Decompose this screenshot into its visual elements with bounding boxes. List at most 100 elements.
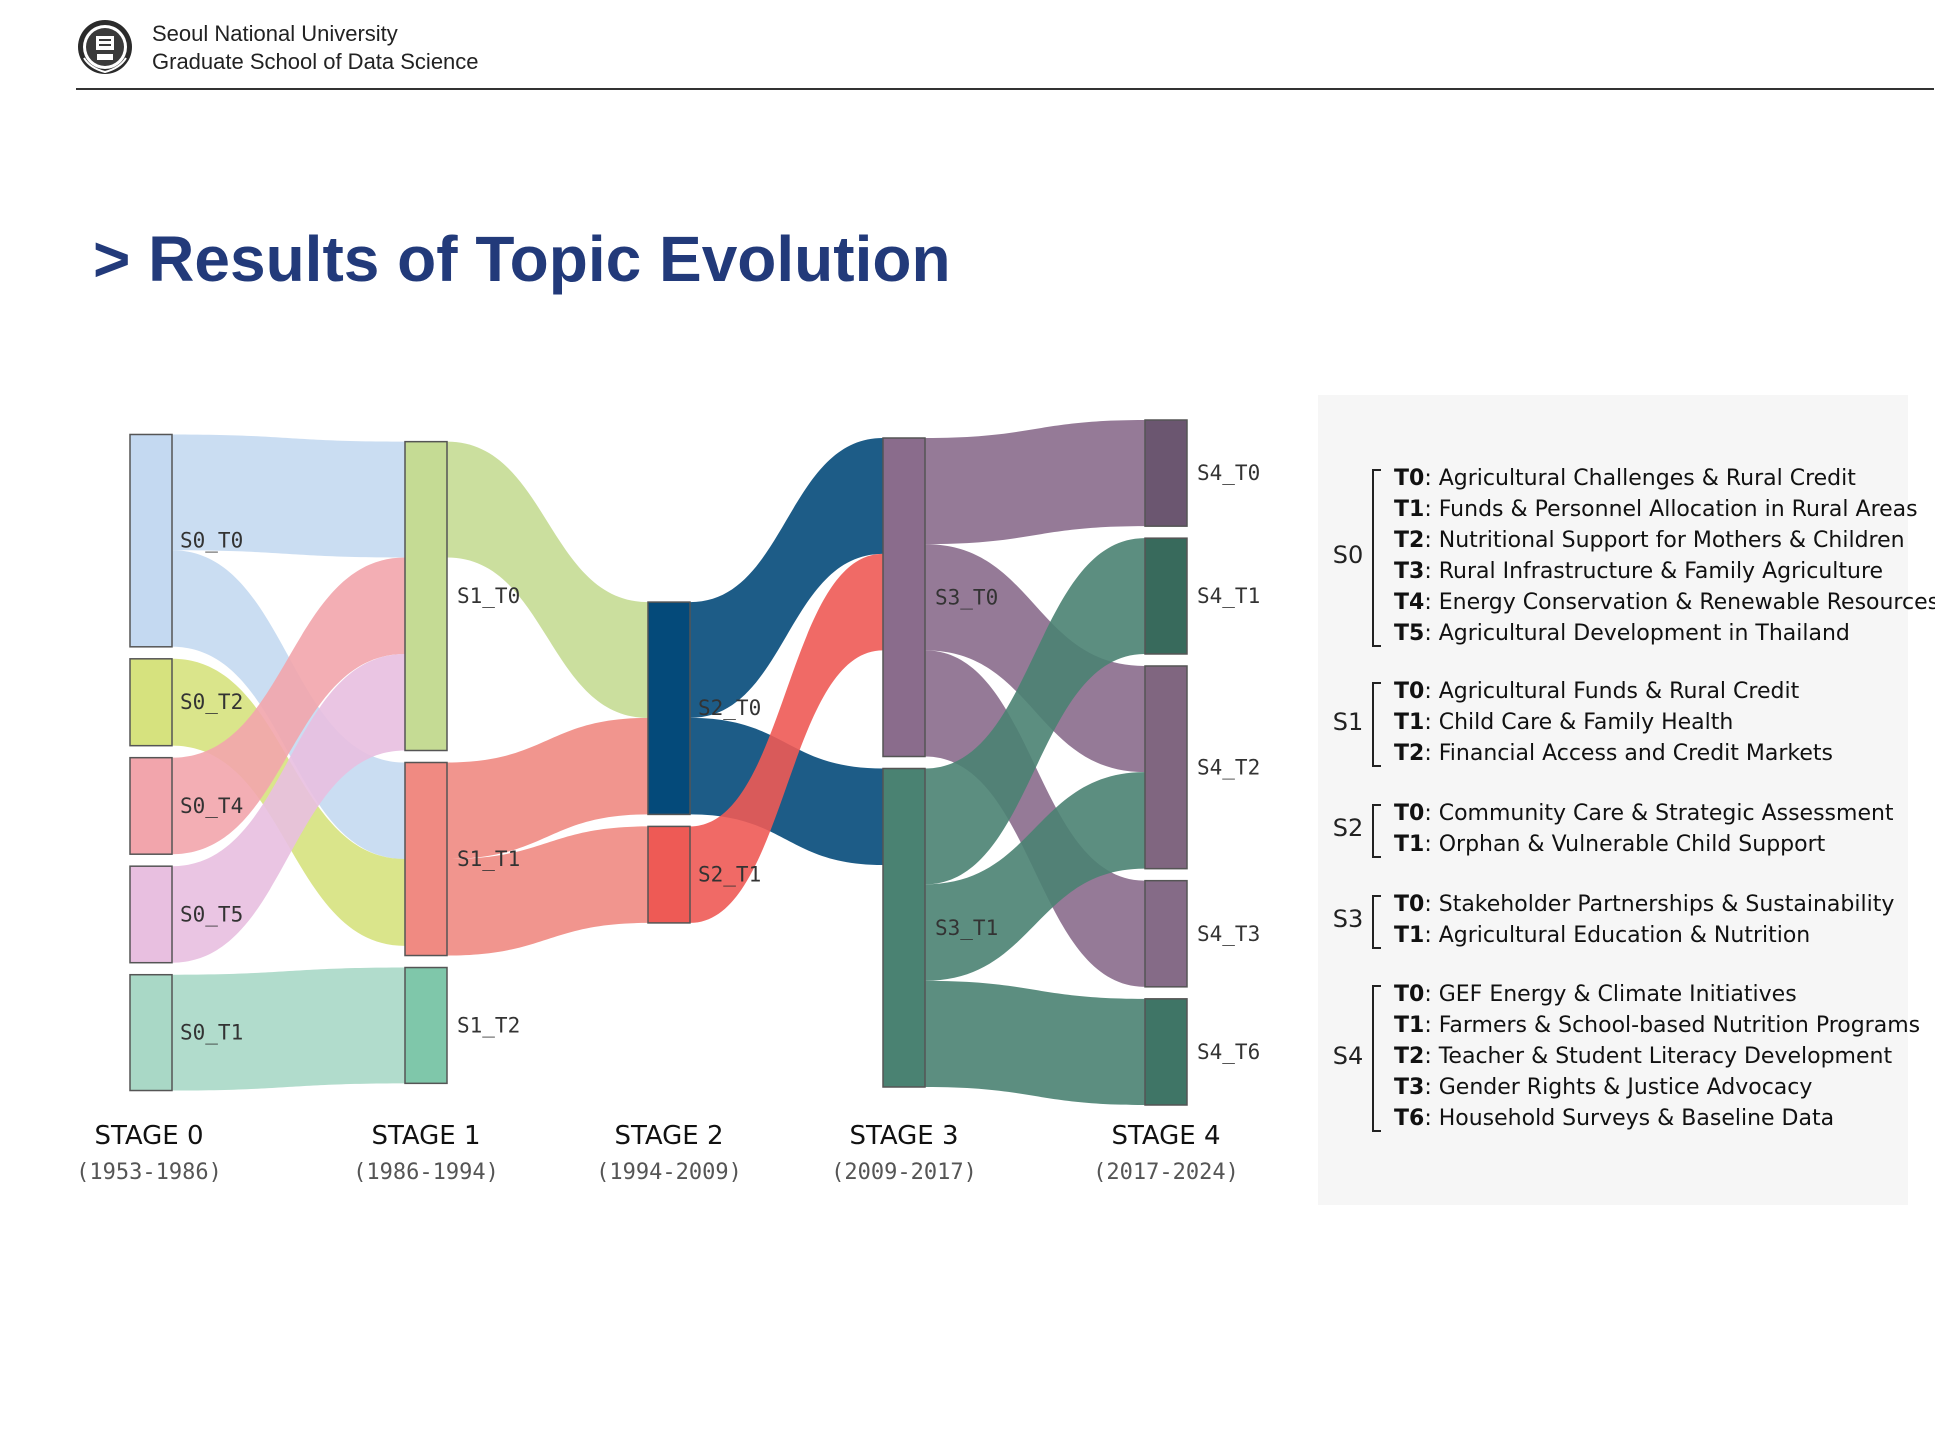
stage-period: (1953-1986): [76, 1160, 222, 1185]
legend-stage-label: S0: [1332, 541, 1364, 569]
legend-topic-text: : Nutritional Support for Mothers & Chil…: [1424, 528, 1905, 553]
topic-legend: S0 T0: Agricultural Challenges & Rural Cr…: [1318, 395, 1935, 1205]
node-S1_T0: [404, 440, 448, 752]
node-S0_T4: [129, 756, 173, 855]
legend-item: T1: Child Care & Family Health: [1394, 707, 1733, 738]
legend-item: T1: Funds & Personnel Allocation in Rura…: [1394, 494, 1918, 525]
legend-topic-code: T3: [1394, 559, 1425, 584]
legend-topic-code: T1: [1394, 497, 1425, 522]
header: Seoul National University Graduate Schoo…: [76, 16, 1935, 90]
node-label-S2_T1: S2_T1: [698, 863, 761, 887]
legend-topic-text: : Agricultural Education & Nutrition: [1424, 923, 1811, 948]
node-label-S0_T1: S0_T1: [180, 1021, 243, 1045]
node-S4_T6: [1144, 998, 1188, 1106]
legend-item: T0: Agricultural Challenges & Rural Cred…: [1394, 463, 1856, 494]
node-S0_T5: [129, 865, 173, 964]
legend-topic-code: T2: [1394, 741, 1425, 766]
stage-label: STAGE 3: [849, 1121, 958, 1151]
legend-topic-code: T4: [1394, 590, 1425, 615]
legend-item: T2: Teacher & Student Literacy Developme…: [1394, 1041, 1892, 1072]
legend-topic-text: : Teacher & Student Literacy Development: [1424, 1044, 1893, 1069]
node-label-S3_T0: S3_T0: [935, 585, 998, 609]
legend-group-s1: S1 T0: Agricultural Funds & Rural Credit T…: [1318, 676, 1908, 769]
sankey-nodes: [129, 419, 1188, 1106]
legend-topic-text: : Agricultural Funds & Rural Credit: [1424, 679, 1800, 704]
legend-topic-text: : Community Care & Strategic Assessment: [1424, 801, 1894, 826]
legend-topic-text: : Gender Rights & Justice Advocacy: [1424, 1075, 1813, 1100]
legend-item: T2: Financial Access and Credit Markets: [1394, 738, 1833, 769]
node-S4_T1: [1144, 537, 1188, 655]
legend-topic-text: : Financial Access and Credit Markets: [1424, 741, 1833, 766]
legend-topic-text: : Funds & Personnel Allocation in Rural …: [1424, 497, 1918, 522]
legend-topic-text: : GEF Energy & Climate Initiatives: [1424, 982, 1797, 1007]
legend-topic-code: T1: [1394, 832, 1425, 857]
node-S1_T2: [404, 966, 448, 1085]
node-S0_T0: [129, 433, 173, 648]
link-S2_T0-S3_T0: [690, 438, 883, 718]
legend-item: T0: GEF Energy & Climate Initiatives: [1394, 979, 1797, 1010]
legend-topic-text: : Rural Infrastructure & Family Agricult…: [1424, 559, 1884, 584]
node-S4_T2: [1144, 665, 1188, 870]
legend-item: T3: Rural Infrastructure & Family Agricu…: [1394, 556, 1883, 587]
legend-bracket: [1372, 804, 1381, 858]
legend-item: T1: Orphan & Vulnerable Child Support: [1394, 829, 1825, 860]
sankey-diagram: S0_T0 S0_T2 S0_T4 S0_T5 S0_T1 S1_T0 S1_T1 S1_T2…: [76, 419, 1260, 1185]
node-S2_T1: [647, 825, 691, 924]
link-S1_T1-S2_T1: [447, 826, 648, 956]
legend-topic-code: T5: [1394, 621, 1425, 646]
legend-topic-text: : Agricultural Challenges & Rural Credit: [1424, 466, 1856, 491]
link-S3_T0-S4_T0: [925, 420, 1145, 545]
legend-group-s2: S2 T0: Community Care & Strategic Assessm…: [1318, 798, 1908, 860]
node-S3_T1: [882, 767, 926, 1088]
stage-labels: STAGE 0 (1953-1986) STAGE 1 (1986-1994) STAG…: [76, 1121, 1239, 1185]
legend-topic-text: : Household Surveys & Baseline Data: [1424, 1106, 1835, 1131]
node-S2_T0: [647, 601, 691, 816]
node-label-S4_T2: S4_T2: [1197, 755, 1260, 779]
legend-topic-text: : Agricultural Development in Thailand: [1424, 621, 1850, 646]
link-S3_T1-S4_T1: [925, 538, 1145, 885]
node-label-S4_T6: S4_T6: [1197, 1040, 1260, 1064]
node-S0_T2: [129, 658, 173, 747]
link-S1_T0-S2_T0: [447, 441, 648, 718]
sankey-node-labels: S0_T0 S0_T2 S0_T4 S0_T5 S0_T1 S1_T0 S1_T1 S1_T2…: [180, 461, 1260, 1064]
node-label-S1_T2: S1_T2: [457, 1013, 520, 1037]
node-label-S4_T1: S4_T1: [1197, 584, 1260, 608]
legend-item: T4: Energy Conservation & Renewable Reso…: [1394, 587, 1935, 618]
organization-name: Seoul National University Graduate Schoo…: [152, 20, 479, 76]
legend-item: T1: Agricultural Education & Nutrition: [1394, 920, 1810, 951]
node-label-S0_T5: S0_T5: [180, 902, 243, 926]
legend-topic-code: T2: [1394, 1044, 1425, 1069]
legend-item: T1: Farmers & School-based Nutrition Pro…: [1394, 1010, 1920, 1041]
link-S0_T1-S1_T2: [172, 967, 405, 1091]
legend-item: T2: Nutritional Support for Mothers & Ch…: [1394, 525, 1905, 556]
legend-topic-text: : Stakeholder Partnerships & Sustainabil…: [1424, 892, 1895, 917]
node-label-S3_T1: S3_T1: [935, 916, 998, 940]
link-S0_T5-S1_T0: [172, 653, 405, 963]
legend-item: T0: Agricultural Funds & Rural Credit: [1394, 676, 1799, 707]
stage-label: STAGE 4: [1111, 1121, 1220, 1151]
legend-group-s3: S3 T0: Stakeholder Partnerships & Sustain…: [1318, 889, 1908, 951]
legend-bracket: [1372, 985, 1381, 1132]
stage-label: STAGE 2: [614, 1121, 723, 1151]
legend-item: T6: Household Surveys & Baseline Data: [1394, 1103, 1834, 1134]
legend-topic-code: T0: [1394, 892, 1425, 917]
legend-item: T0: Stakeholder Partnerships & Sustainab…: [1394, 889, 1894, 920]
stage-label: STAGE 1: [371, 1121, 480, 1151]
legend-topic-code: T0: [1394, 679, 1425, 704]
node-label-S0_T0: S0_T0: [180, 529, 243, 553]
legend-topic-code: T2: [1394, 528, 1425, 553]
link-S2_T0-S3_T1: [690, 717, 883, 866]
legend-topic-text: : Farmers & School-based Nutrition Progr…: [1424, 1013, 1921, 1038]
node-label-S1_T0: S1_T0: [457, 584, 520, 608]
legend-topic-code: T0: [1394, 982, 1425, 1007]
sankey-links: [172, 420, 1145, 1105]
legend-group-s0: S0 T0: Agricultural Challenges & Rural Cr…: [1318, 463, 1935, 649]
legend-stage-label: S3: [1332, 905, 1364, 933]
legend-topic-text: : Orphan & Vulnerable Child Support: [1424, 832, 1826, 857]
node-S0_T1: [129, 973, 173, 1092]
legend-topic-code: T1: [1394, 710, 1425, 735]
stage-period: (2009-2017): [831, 1160, 977, 1185]
legend-stage-label: S2: [1332, 814, 1364, 842]
legend-item: T5: Agricultural Development in Thailand: [1394, 618, 1850, 649]
legend-topic-text: : Child Care & Family Health: [1424, 710, 1734, 735]
